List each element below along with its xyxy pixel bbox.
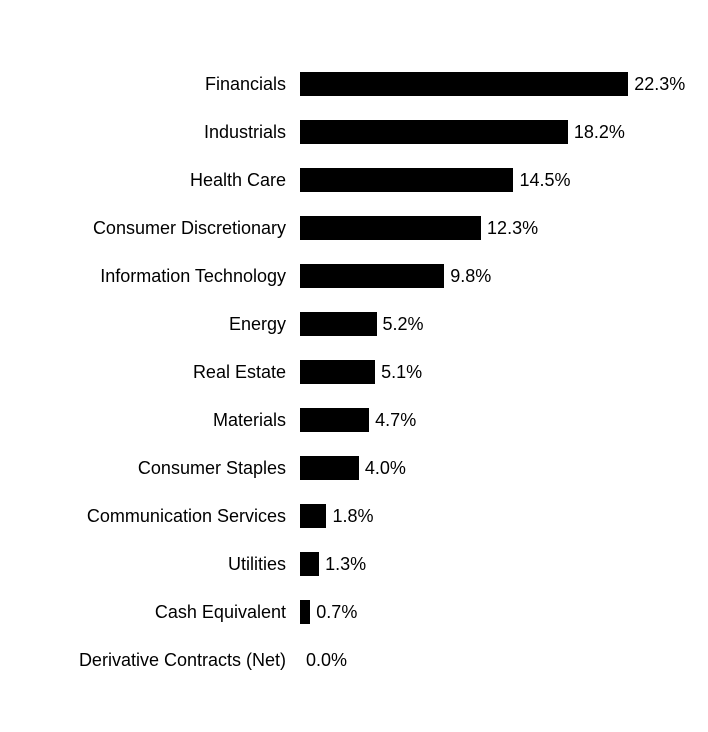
bar (300, 72, 628, 96)
value-label: 1.8% (326, 506, 373, 527)
category-label: Utilities (40, 554, 300, 575)
bar (300, 216, 481, 240)
bar (300, 600, 310, 624)
value-label: 12.3% (481, 218, 538, 239)
value-label: 14.5% (513, 170, 570, 191)
value-label: 4.0% (359, 458, 406, 479)
bar (300, 408, 369, 432)
value-label: 9.8% (444, 266, 491, 287)
category-label: Cash Equivalent (40, 602, 300, 623)
value-label: 5.2% (377, 314, 424, 335)
chart-row: Consumer Discretionary 12.3% (40, 204, 668, 252)
category-label: Health Care (40, 170, 300, 191)
bar-area: 0.0% (300, 636, 668, 684)
category-label: Consumer Staples (40, 458, 300, 479)
bar-area: 4.0% (300, 444, 668, 492)
category-label: Derivative Contracts (Net) (40, 650, 300, 671)
value-label: 5.1% (375, 362, 422, 383)
category-label: Industrials (40, 122, 300, 143)
category-label: Consumer Discretionary (40, 218, 300, 239)
chart-row: Materials 4.7% (40, 396, 668, 444)
category-label: Financials (40, 74, 300, 95)
chart-row: Financials22.3% (40, 60, 668, 108)
value-label: 1.3% (319, 554, 366, 575)
value-label: 0.7% (310, 602, 357, 623)
chart-row: Utilities 1.3% (40, 540, 668, 588)
category-label: Communication Services (40, 506, 300, 527)
category-label: Real Estate (40, 362, 300, 383)
bar (300, 552, 319, 576)
value-label: 4.7% (369, 410, 416, 431)
bar (300, 504, 326, 528)
bar (300, 360, 375, 384)
bar-area: 0.7% (300, 588, 668, 636)
bar (300, 168, 513, 192)
bar-area: 5.2% (300, 300, 668, 348)
bar-area: 12.3% (300, 204, 668, 252)
bar-area: 5.1% (300, 348, 668, 396)
category-label: Information Technology (40, 266, 300, 287)
chart-row: Consumer Staples 4.0% (40, 444, 668, 492)
chart-row: Industrials 18.2% (40, 108, 668, 156)
chart-row: Energy 5.2% (40, 300, 668, 348)
category-label: Energy (40, 314, 300, 335)
bar-area: 22.3% (300, 60, 685, 108)
allocation-bar-chart: Financials22.3%Industrials18.2%Health Ca… (0, 0, 708, 732)
bar-area: 18.2% (300, 108, 668, 156)
chart-row: Health Care 14.5% (40, 156, 668, 204)
bar-area: 1.3% (300, 540, 668, 588)
chart-row: Information Technology 9.8% (40, 252, 668, 300)
chart-row: Derivative Contracts (Net)0.0% (40, 636, 668, 684)
bar-area: 1.8% (300, 492, 668, 540)
value-label: 0.0% (300, 650, 347, 671)
category-label: Materials (40, 410, 300, 431)
bar (300, 120, 568, 144)
chart-row: Communication Services 1.8% (40, 492, 668, 540)
value-label: 22.3% (628, 74, 685, 95)
value-label: 18.2% (568, 122, 625, 143)
bar (300, 312, 377, 336)
chart-row: Real Estate 5.1% (40, 348, 668, 396)
bar (300, 456, 359, 480)
chart-row: Cash Equivalent 0.7% (40, 588, 668, 636)
bar-area: 9.8% (300, 252, 668, 300)
bar-area: 14.5% (300, 156, 668, 204)
bar-area: 4.7% (300, 396, 668, 444)
bar (300, 264, 444, 288)
